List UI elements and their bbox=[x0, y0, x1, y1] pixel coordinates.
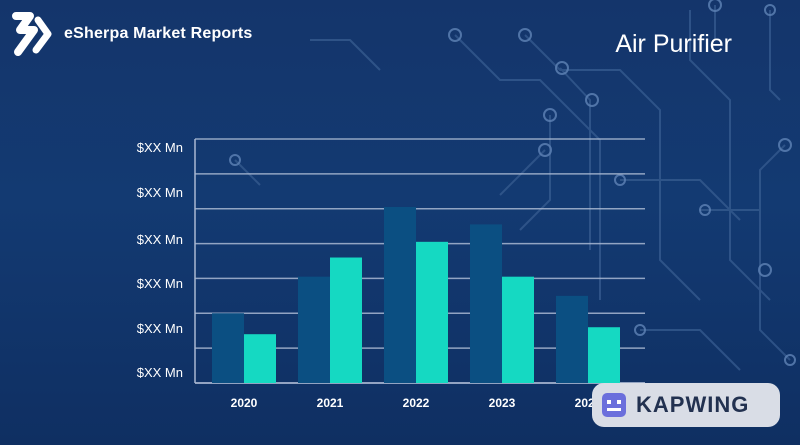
bar-2020-series-2 bbox=[244, 334, 276, 383]
y-tick-label: $XX Mn bbox=[137, 365, 183, 380]
y-tick-label: $XX Mn bbox=[137, 321, 183, 336]
bar-2020-series-1 bbox=[212, 313, 244, 383]
bar-2022-series-1 bbox=[384, 206, 416, 383]
x-tick-label: 2022 bbox=[403, 396, 430, 410]
brand-name: eSherpa Market Reports bbox=[64, 25, 253, 42]
y-tick-label: $XX Mn bbox=[137, 276, 183, 291]
brand-logo: eSherpa Market Reports bbox=[10, 10, 252, 58]
y-tick-label: $XX Mn bbox=[137, 185, 183, 200]
page-title: Air Purifier bbox=[615, 30, 732, 58]
bar-2024-series-2 bbox=[588, 327, 620, 383]
x-tick-label: 2023 bbox=[489, 396, 516, 410]
bar-2021-series-1 bbox=[298, 276, 330, 383]
x-tick-label: 2021 bbox=[317, 396, 344, 410]
kapwing-icon bbox=[602, 393, 626, 417]
bar-2023-series-1 bbox=[470, 224, 502, 383]
bar-2022-series-2 bbox=[416, 241, 448, 383]
y-tick-label: $XX Mn bbox=[137, 140, 183, 155]
watermark-text: KAPWING bbox=[636, 392, 750, 417]
kapwing-watermark: KAPWING bbox=[592, 383, 780, 427]
bar-2024-series-1 bbox=[556, 295, 588, 383]
y-tick-label: $XX Mn bbox=[137, 232, 183, 247]
esherpa-logo-icon bbox=[12, 12, 52, 56]
x-tick-label: 2020 bbox=[231, 396, 258, 410]
bar-2021-series-2 bbox=[330, 257, 362, 383]
bar-2023-series-2 bbox=[502, 276, 534, 383]
